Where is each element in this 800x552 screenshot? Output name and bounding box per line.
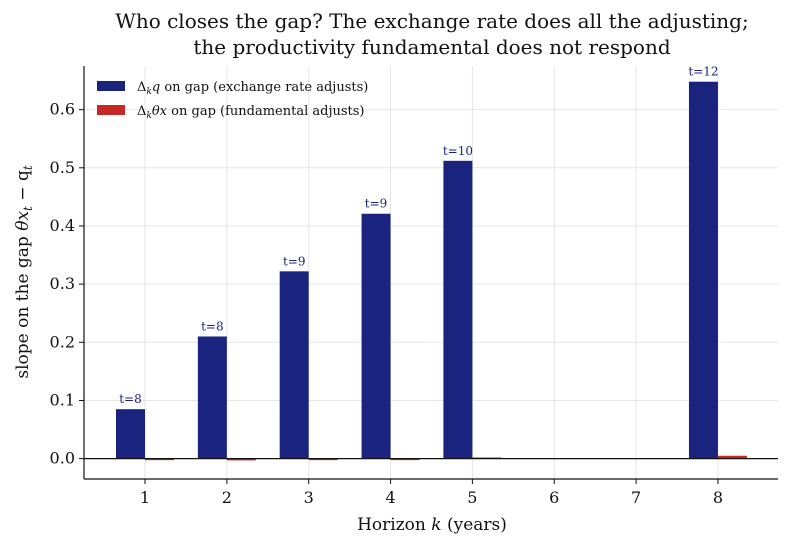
bar-series0-8 xyxy=(688,81,718,459)
data-labels: t=8 t=8 t=9 t=9 t=10 t=12 xyxy=(119,65,718,406)
y-tick-label-3: 0.3 xyxy=(50,274,75,293)
y-tick-label-6: 0.6 xyxy=(50,100,75,119)
y-tick-label-4: 0.4 xyxy=(50,216,75,235)
data-label-1: t=8 xyxy=(119,392,142,406)
chart-title-line-2: the productivity fundamental does not re… xyxy=(193,35,671,59)
x-tick-label-3: 4 xyxy=(385,488,395,507)
x-axis-label: Horizon k (years) xyxy=(357,515,507,535)
legend-swatch-exchange-rate xyxy=(97,81,125,91)
legend: Δkq on gap (exchange rate adjusts) Δkθx … xyxy=(97,80,368,121)
data-label-2: t=8 xyxy=(201,319,224,333)
bar-series1-1 xyxy=(145,458,174,461)
x-tick-label-6: 7 xyxy=(631,488,641,507)
legend-swatch-fundamental xyxy=(97,105,125,115)
data-label-8: t=12 xyxy=(688,65,718,79)
y-tick-label-1: 0.1 xyxy=(50,390,75,409)
y-axis-label: slope on the gap θxt − qt xyxy=(13,165,35,378)
bar-series0-3 xyxy=(279,271,309,459)
x-tick-label-1: 2 xyxy=(222,488,232,507)
bars xyxy=(116,81,747,461)
bar-series0-2 xyxy=(197,336,227,459)
x-tick-label-2: 3 xyxy=(304,488,314,507)
bar-series0-1 xyxy=(116,409,145,459)
data-label-3: t=9 xyxy=(283,254,306,268)
bar-series0-4 xyxy=(361,213,391,459)
y-tick-label-2: 0.2 xyxy=(50,332,75,351)
bar-series1-4 xyxy=(390,458,420,461)
grid-lines xyxy=(84,66,778,479)
x-tick-label-7: 8 xyxy=(713,488,723,507)
y-tick-label-0: 0.0 xyxy=(50,449,75,468)
x-tick-label-0: 1 xyxy=(140,488,150,507)
legend-label-fundamental: Δkθx on gap (fundamental adjusts) xyxy=(137,104,365,121)
y-tick-label-5: 0.5 xyxy=(50,158,75,177)
bar-series1-2 xyxy=(226,458,256,461)
x-tick-label-4: 5 xyxy=(467,488,477,507)
axes xyxy=(79,66,778,484)
bar-series1-8 xyxy=(717,455,747,459)
bar-series0-5 xyxy=(443,160,473,459)
tick-labels: 0.0 0.1 0.2 0.3 0.4 0.5 0.6 1 2 3 4 5 6 7 8 xyxy=(50,100,723,507)
x-tick-label-5: 6 xyxy=(549,488,559,507)
data-label-5: t=10 xyxy=(443,144,473,158)
data-label-4: t=9 xyxy=(365,197,388,211)
bar-series1-3 xyxy=(308,458,338,461)
chart-title-line-1: Who closes the gap? The exchange rate do… xyxy=(115,9,748,33)
legend-label-exchange-rate: Δkq on gap (exchange rate adjusts) xyxy=(137,80,368,97)
